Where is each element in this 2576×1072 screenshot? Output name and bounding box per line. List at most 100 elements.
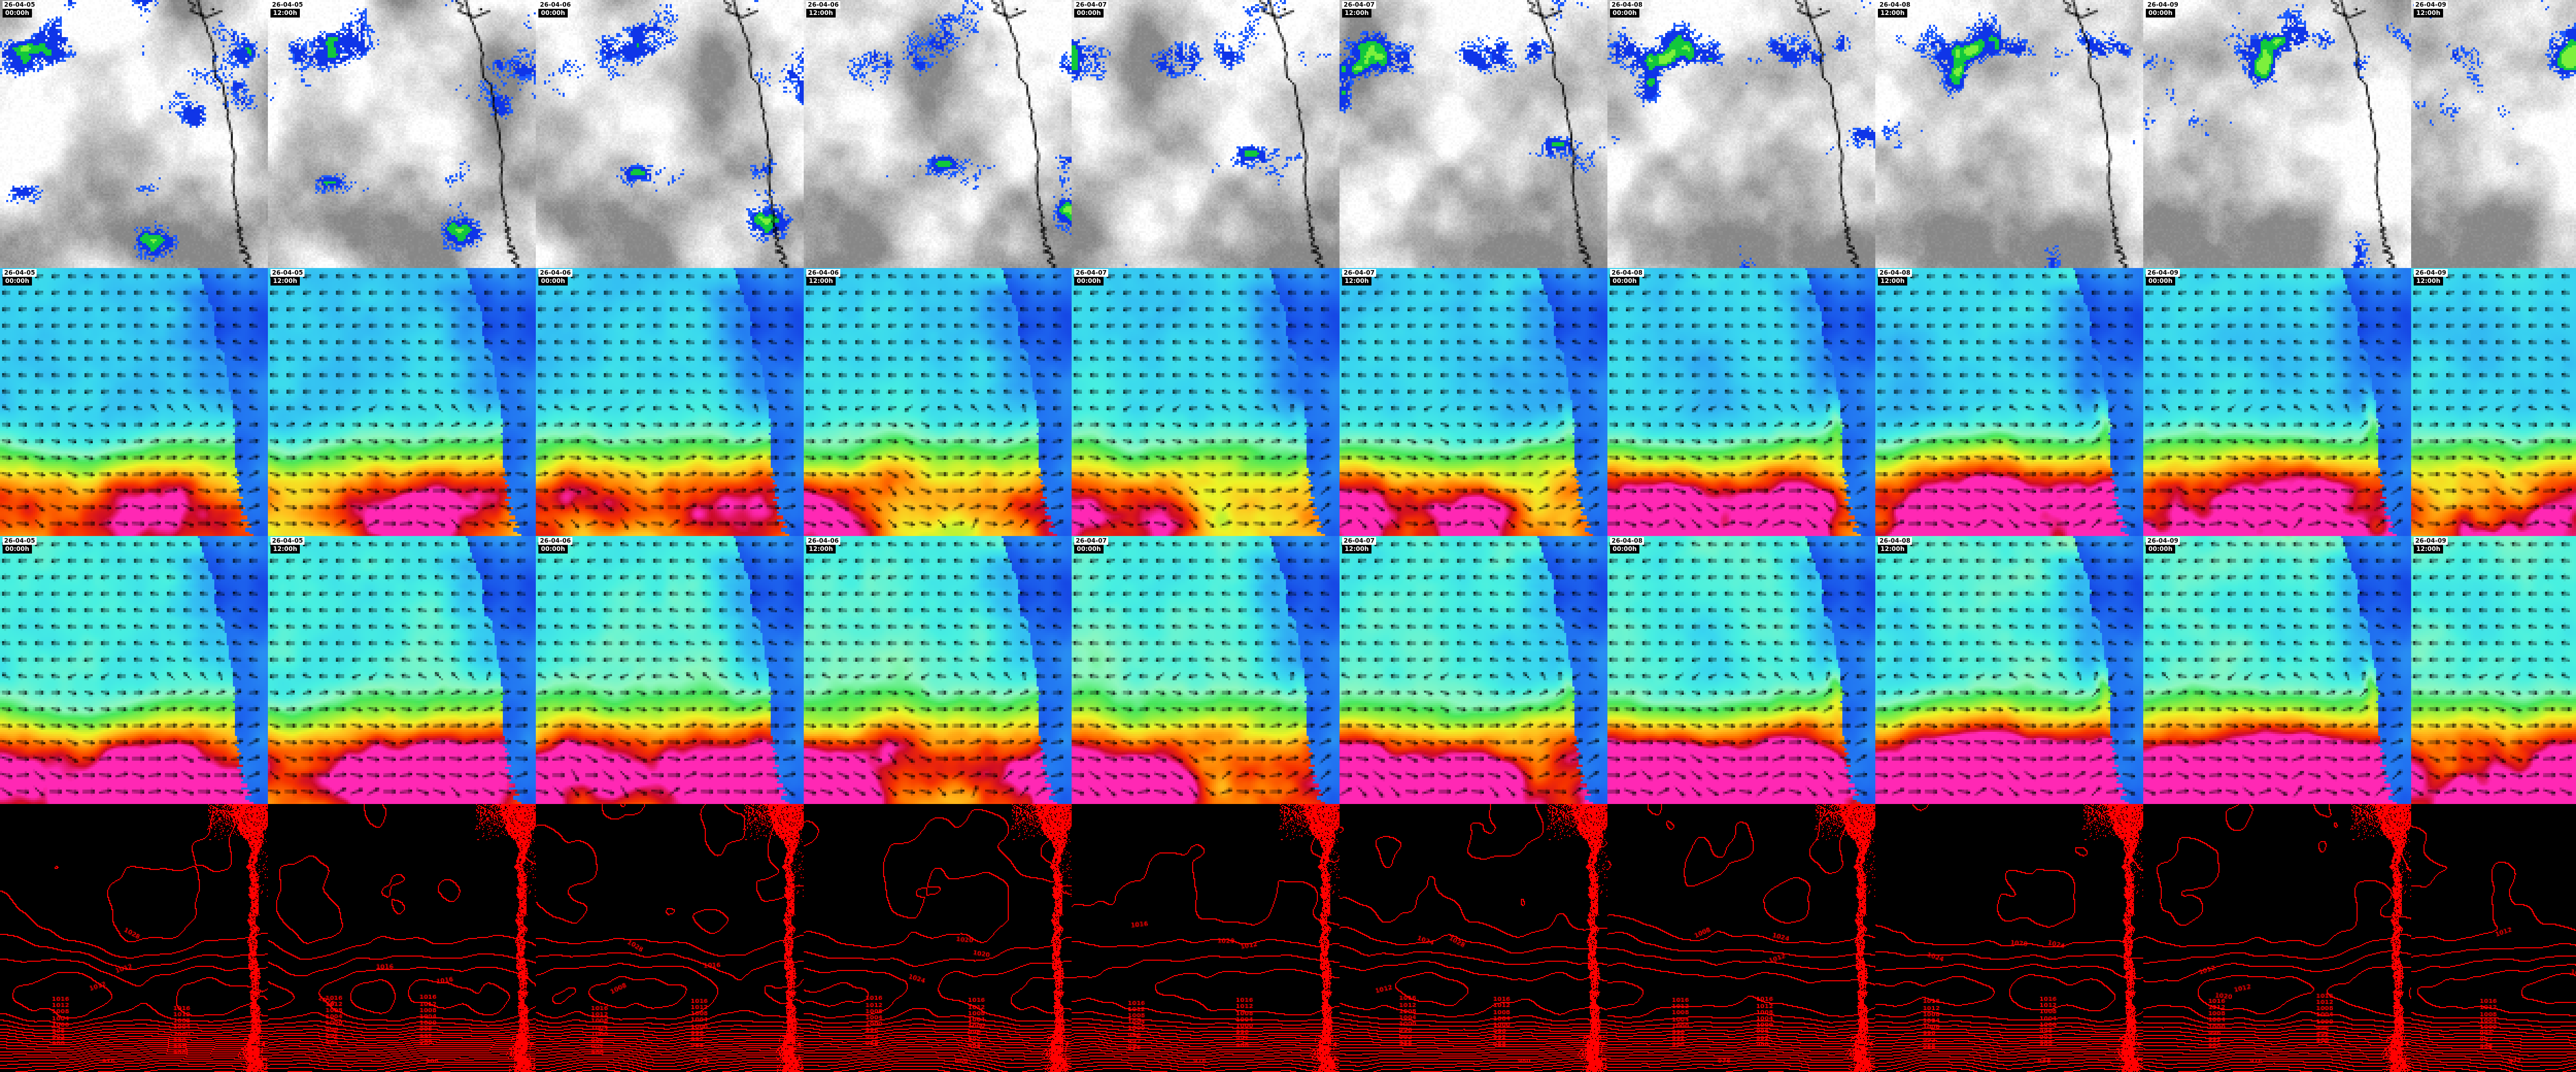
timestamp-chip: 26-04-08 00:00h xyxy=(1610,269,1645,286)
cloud-precipitation-map-canvas xyxy=(2143,0,2411,268)
surface-pressure-panel xyxy=(1072,804,1340,1072)
wind-field-lower-panel: 26-04-07 12:00h xyxy=(1340,536,1607,804)
timestamp-date: 26-04-08 xyxy=(1610,537,1645,545)
surface-pressure-map-canvas xyxy=(2143,804,2411,1072)
cloud-precipitation-panel: 26-04-08 00:00h xyxy=(1607,0,1875,268)
wind-field-upper-map-canvas xyxy=(1607,268,1875,536)
timestamp-date: 26-04-08 xyxy=(1610,1,1645,9)
wind-field-lower-map-canvas xyxy=(2143,536,2411,804)
timestamp-date: 26-04-07 xyxy=(1342,269,1377,277)
timestamp-chip: 26-04-09 00:00h xyxy=(2146,537,2180,554)
timestamp-time: 12:00h xyxy=(806,277,836,286)
cloud-precipitation-map-canvas xyxy=(804,0,1072,268)
wind-field-upper-panel: 26-04-07 12:00h xyxy=(1340,268,1607,536)
timestamp-date: 26-04-06 xyxy=(806,269,841,277)
surface-pressure-panel xyxy=(2411,804,2576,1072)
wind-field-upper-map-canvas xyxy=(1072,268,1340,536)
timestamp-time: 00:00h xyxy=(1610,9,1639,18)
timestamp-time: 12:00h xyxy=(1342,277,1371,286)
wind-field-upper-map-canvas xyxy=(536,268,804,536)
timestamp-date: 26-04-09 xyxy=(2146,269,2180,277)
timestamp-chip: 26-04-05 12:00h xyxy=(270,537,305,554)
timestamp-date: 26-04-09 xyxy=(2414,1,2448,9)
wind-field-lower-panel: 26-04-06 00:00h xyxy=(536,536,804,804)
timestamp-time: 12:00h xyxy=(270,277,300,286)
timestamp-date: 26-04-06 xyxy=(538,269,573,277)
timestamp-date: 26-04-05 xyxy=(3,537,37,545)
wind-field-lower-map-canvas xyxy=(0,536,268,804)
timestamp-chip: 26-04-06 12:00h xyxy=(806,537,841,554)
timestamp-chip: 26-04-07 00:00h xyxy=(1074,537,1109,554)
cloud-precipitation-panel: 26-04-05 12:00h xyxy=(268,0,536,268)
surface-pressure-map-canvas xyxy=(536,804,804,1072)
cloud-precipitation-panel: 26-04-09 12:00h xyxy=(2411,0,2576,268)
wind-field-lower-panel: 26-04-05 12:00h xyxy=(268,536,536,804)
timestamp-time: 12:00h xyxy=(1342,9,1371,18)
timestamp-date: 26-04-09 xyxy=(2414,537,2448,545)
cloud-precipitation-map-canvas xyxy=(1340,0,1607,268)
surface-pressure-panel xyxy=(804,804,1072,1072)
timestamp-time: 12:00h xyxy=(2414,545,2443,554)
timestamp-time: 00:00h xyxy=(1074,277,1104,286)
wind-field-upper-map-canvas xyxy=(2411,268,2576,536)
wind-field-lower-panel: 26-04-08 00:00h xyxy=(1607,536,1875,804)
timestamp-chip: 26-04-09 00:00h xyxy=(2146,269,2180,286)
cloud-precipitation-map-canvas xyxy=(1875,0,2143,268)
surface-pressure-panel xyxy=(1607,804,1875,1072)
timestamp-time: 00:00h xyxy=(2146,545,2175,554)
timestamp-time: 12:00h xyxy=(806,545,836,554)
timestamp-date: 26-04-05 xyxy=(3,1,37,9)
timestamp-date: 26-04-05 xyxy=(270,1,305,9)
timestamp-time: 00:00h xyxy=(1610,545,1639,554)
wind-field-upper-panel: 26-04-09 00:00h xyxy=(2143,268,2411,536)
wind-field-lower-panel: 26-04-08 12:00h xyxy=(1875,536,2143,804)
timestamp-date: 26-04-05 xyxy=(270,269,305,277)
cloud-precipitation-panel: 26-04-06 00:00h xyxy=(536,0,804,268)
wind-field-lower-map-canvas xyxy=(2411,536,2576,804)
timestamp-chip: 26-04-08 12:00h xyxy=(1878,269,1912,286)
timestamp-time: 12:00h xyxy=(1878,277,1907,286)
timestamp-chip: 26-04-07 12:00h xyxy=(1342,1,1377,18)
wind-field-lower-panel: 26-04-07 00:00h xyxy=(1072,536,1340,804)
cloud-precipitation-map-canvas xyxy=(536,0,804,268)
surface-pressure-panel xyxy=(1340,804,1607,1072)
timestamp-chip: 26-04-09 12:00h xyxy=(2414,1,2448,18)
cloud-precipitation-panel: 26-04-07 00:00h xyxy=(1072,0,1340,268)
timestamp-chip: 26-04-06 12:00h xyxy=(806,269,841,286)
timestamp-date: 26-04-05 xyxy=(3,269,37,277)
timestamp-time: 12:00h xyxy=(270,9,300,18)
timestamp-chip: 26-04-08 00:00h xyxy=(1610,1,1645,18)
timestamp-chip: 26-04-09 12:00h xyxy=(2414,269,2448,286)
timestamp-time: 12:00h xyxy=(1878,545,1907,554)
timestamp-time: 12:00h xyxy=(2414,277,2443,286)
surface-pressure-panel xyxy=(268,804,536,1072)
timestamp-chip: 26-04-08 00:00h xyxy=(1610,537,1645,554)
surface-pressure-map-canvas xyxy=(1340,804,1607,1072)
wind-field-upper-panel: 26-04-08 00:00h xyxy=(1607,268,1875,536)
timestamp-time: 12:00h xyxy=(806,9,836,18)
timestamp-date: 26-04-08 xyxy=(1610,269,1645,277)
surface-pressure-panel xyxy=(2143,804,2411,1072)
timestamp-time: 00:00h xyxy=(3,9,32,18)
timestamp-chip: 26-04-05 00:00h xyxy=(3,269,37,286)
wind-field-lower-panel: 26-04-05 00:00h xyxy=(0,536,268,804)
timestamp-date: 26-04-06 xyxy=(538,537,573,545)
wind-field-upper-panel: 26-04-09 12:00h xyxy=(2411,268,2576,536)
cloud-precipitation-map-canvas xyxy=(0,0,268,268)
timestamp-chip: 26-04-07 12:00h xyxy=(1342,537,1377,554)
timestamp-date: 26-04-09 xyxy=(2146,1,2180,9)
cloud-precipitation-map-canvas xyxy=(2411,0,2576,268)
cloud-precipitation-panel: 26-04-08 12:00h xyxy=(1875,0,2143,268)
wind-field-upper-map-canvas xyxy=(1340,268,1607,536)
wind-field-upper-panel: 26-04-06 12:00h xyxy=(804,268,1072,536)
wind-field-lower-map-canvas xyxy=(1607,536,1875,804)
wind-field-upper-panel: 26-04-06 00:00h xyxy=(536,268,804,536)
timestamp-date: 26-04-08 xyxy=(1878,1,1912,9)
timestamp-chip: 26-04-05 00:00h xyxy=(3,537,37,554)
surface-pressure-map-canvas xyxy=(1607,804,1875,1072)
timestamp-time: 00:00h xyxy=(538,545,568,554)
cloud-precipitation-panel: 26-04-07 12:00h xyxy=(1340,0,1607,268)
timestamp-time: 00:00h xyxy=(2146,9,2175,18)
wind-field-lower-map-canvas xyxy=(268,536,536,804)
timestamp-chip: 26-04-07 00:00h xyxy=(1074,1,1109,18)
